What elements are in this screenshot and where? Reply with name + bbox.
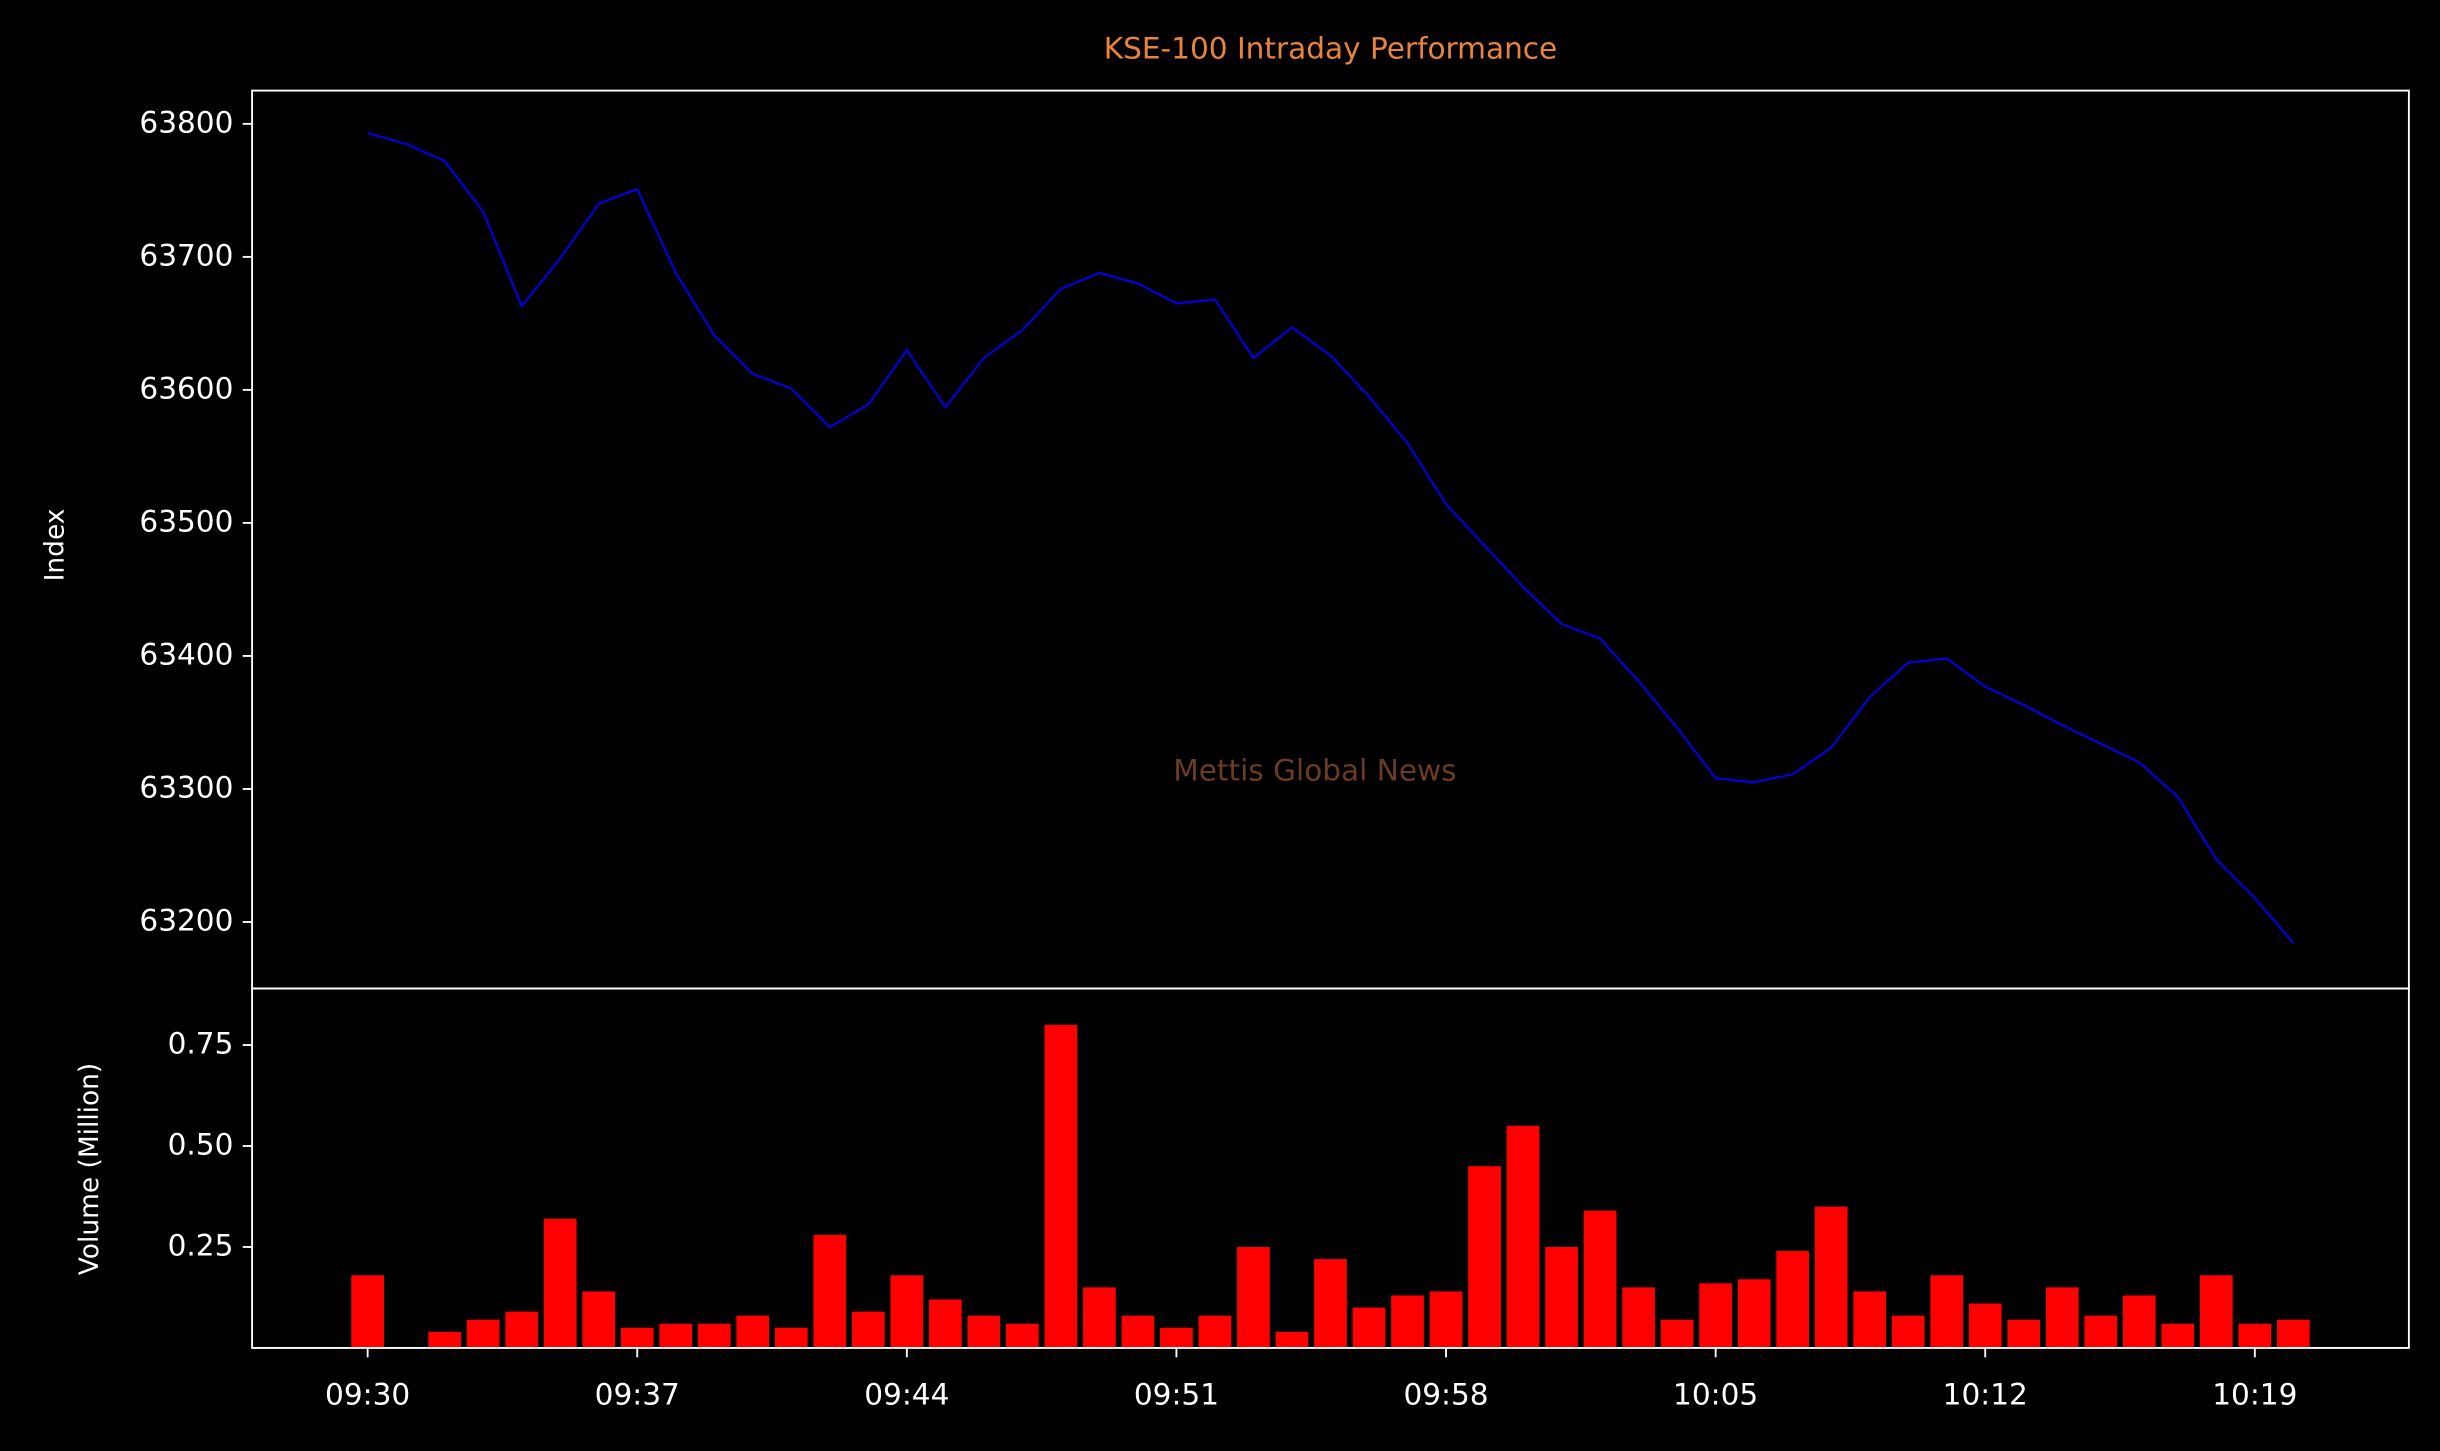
volume-bar — [1968, 1303, 2002, 1348]
plot-frame — [251, 987, 2410, 1349]
volume-bar — [1622, 1287, 1655, 1348]
volume-bar — [659, 1323, 693, 1348]
volume-bar — [1699, 1283, 1732, 1348]
volume-bar — [2276, 1319, 2310, 1348]
y-tick-label: 0.50 — [168, 1128, 234, 1162]
volume-bar — [1314, 1259, 1347, 1348]
volume-bar — [1198, 1315, 1232, 1348]
volume-bar — [1468, 1166, 1501, 1348]
volume-bar — [1737, 1279, 1771, 1348]
y-tick-label: 0.25 — [168, 1228, 234, 1262]
volume-bar — [505, 1311, 539, 1348]
x-tick-label: 09:58 — [1403, 1378, 1488, 1412]
volume-bar — [851, 1311, 885, 1348]
x-tick-label: 09:44 — [864, 1378, 949, 1412]
y-tick-label: 63700 — [139, 238, 233, 272]
volume-bar — [2045, 1287, 2079, 1348]
y-tick-label: 0.75 — [168, 1027, 234, 1061]
y-axis-label: Volume (Million) — [74, 1063, 105, 1275]
y-tick-label: 63300 — [139, 770, 233, 804]
volume-bar — [967, 1315, 1001, 1348]
chart-title: KSE-100 Intraday Performance — [1104, 32, 1558, 66]
volume-bar — [736, 1315, 770, 1348]
volume-bar — [1352, 1307, 1386, 1348]
y-tick-label: 63500 — [139, 504, 233, 538]
x-tick-label: 10:12 — [1943, 1378, 2028, 1412]
y-tick-label: 63800 — [139, 105, 233, 139]
volume-bar — [2161, 1323, 2195, 1348]
y-tick-label: 63400 — [139, 637, 233, 671]
x-tick-label: 10:05 — [1673, 1378, 1758, 1412]
volume-bar — [1083, 1287, 1116, 1348]
volume-bar — [697, 1323, 731, 1348]
volume-bar — [1044, 1024, 1078, 1348]
x-tick-label: 09:37 — [595, 1378, 680, 1412]
volume-bar — [1930, 1275, 1964, 1348]
volume-bar — [813, 1234, 847, 1348]
volume-bar — [466, 1319, 500, 1348]
volume-bar — [1776, 1251, 1810, 1348]
volume-bar — [2007, 1319, 2041, 1348]
volume-bar — [428, 1331, 462, 1348]
volume-bar — [1583, 1210, 1617, 1348]
volume-bar — [1275, 1331, 1309, 1348]
volume-bar — [890, 1275, 924, 1348]
y-axis-label: Index — [40, 509, 71, 582]
volume-bar — [351, 1275, 385, 1348]
volume-bar — [2122, 1295, 2156, 1348]
volume-bar — [2199, 1275, 2233, 1348]
volume-bar — [1391, 1295, 1424, 1348]
volume-bar — [1545, 1246, 1578, 1348]
y-tick-label: 63600 — [139, 371, 233, 405]
volume-bar — [1121, 1315, 1155, 1348]
volume-bar — [1160, 1327, 1193, 1348]
volume-bar — [582, 1291, 616, 1348]
volume-bar — [2084, 1315, 2118, 1348]
volume-bar — [1891, 1315, 1925, 1348]
volume-bar — [774, 1327, 808, 1348]
x-tick-label: 10:19 — [2212, 1378, 2297, 1412]
volume-bar — [2238, 1323, 2272, 1348]
volume-bar — [1853, 1291, 1887, 1348]
volume-bar — [928, 1299, 962, 1348]
watermark: Mettis Global News — [1173, 754, 1456, 788]
volume-bar — [620, 1327, 654, 1348]
y-tick-label: 63200 — [139, 903, 233, 937]
x-tick-label: 09:51 — [1134, 1378, 1219, 1412]
volume-bar — [1237, 1246, 1270, 1348]
index-line — [367, 132, 2295, 944]
volume-bar — [543, 1218, 577, 1348]
volume-bar — [1660, 1319, 1694, 1348]
volume-bar — [1506, 1125, 1540, 1348]
volume-bar — [1429, 1291, 1463, 1348]
volume-bar — [1814, 1206, 1848, 1348]
volume-bar — [1006, 1323, 1039, 1348]
x-tick-label: 09:30 — [325, 1378, 410, 1412]
